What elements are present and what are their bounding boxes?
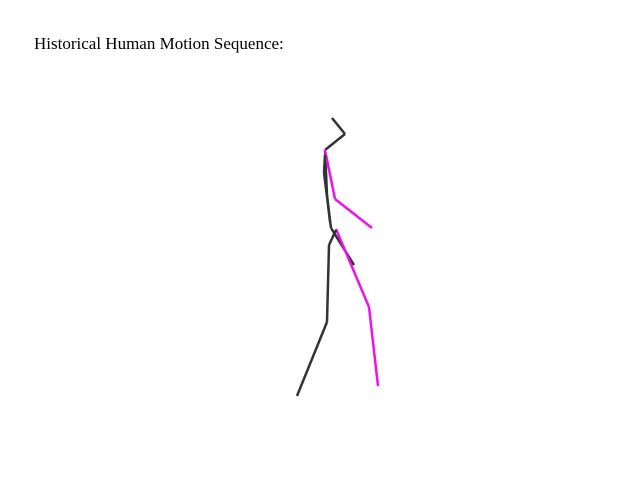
- left-thigh: [325, 244, 331, 323]
- left-forearm-a: [322, 172, 333, 229]
- head-segment: [331, 117, 346, 135]
- left-shin: [295, 321, 329, 397]
- right-shin: [367, 306, 380, 387]
- right-forearm: [334, 198, 373, 229]
- page-title: Historical Human Motion Sequence:: [34, 34, 284, 53]
- left-hip: [327, 229, 338, 246]
- right-upper-arm: [323, 149, 337, 200]
- right-thigh: [334, 228, 371, 308]
- neck-segment: [324, 133, 346, 151]
- left-upper-arm: [322, 154, 327, 174]
